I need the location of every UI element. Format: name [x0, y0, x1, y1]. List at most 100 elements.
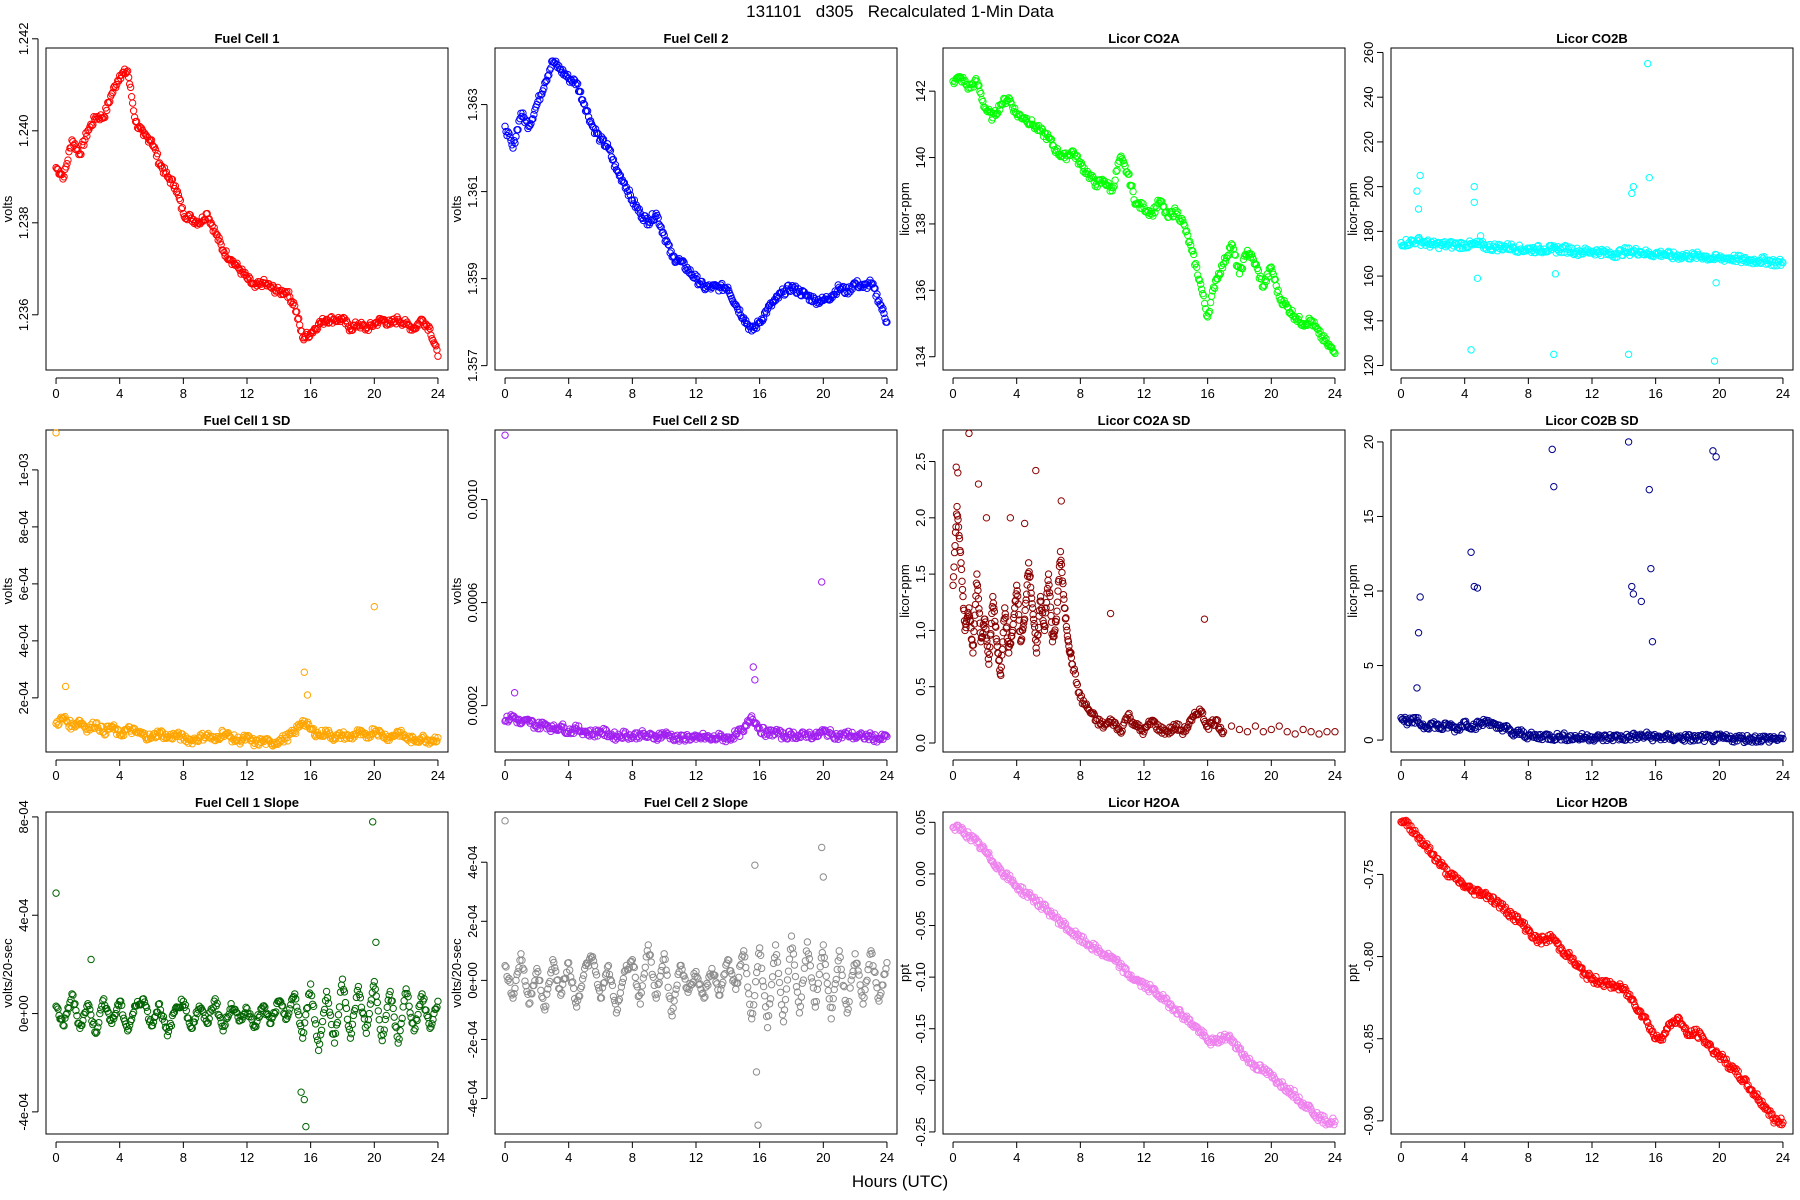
- data-point: [1063, 626, 1071, 634]
- data-point: [1076, 160, 1085, 168]
- data-point: [129, 107, 138, 115]
- data-point: [505, 129, 513, 138]
- data-point: [215, 234, 223, 242]
- data-point: [725, 956, 733, 965]
- y-tick-label: 20: [1361, 435, 1376, 449]
- data-point: [309, 1002, 318, 1010]
- data-point: [1314, 325, 1322, 333]
- data-point: [1227, 722, 1236, 730]
- data-point: [1057, 921, 1066, 929]
- data-point: [557, 722, 565, 730]
- data-point: [544, 985, 552, 993]
- data-point: [1469, 885, 1478, 893]
- data-point: [779, 1018, 788, 1026]
- data-point: [205, 215, 213, 223]
- data-point: [1125, 170, 1133, 178]
- data-point: [88, 121, 96, 130]
- data-point: [711, 971, 719, 979]
- data-point: [1032, 649, 1041, 657]
- data-point: [111, 725, 119, 734]
- data-point: [300, 1095, 308, 1104]
- x-tick-label: 4: [1013, 1150, 1020, 1165]
- data-point: [519, 964, 527, 972]
- data-point: [344, 1022, 353, 1030]
- data-point: [80, 1010, 88, 1019]
- x-tick-label: 0: [1397, 1150, 1404, 1165]
- data-point: [593, 129, 602, 137]
- data-point: [861, 986, 869, 994]
- data-point: [742, 316, 750, 325]
- data-point: [629, 962, 638, 971]
- data-point: [509, 144, 517, 152]
- data-point: [301, 333, 310, 341]
- data-point: [1192, 259, 1200, 268]
- data-point: [87, 955, 95, 964]
- data-point: [369, 818, 377, 826]
- data-point: [88, 1017, 96, 1025]
- data-point: [668, 1012, 676, 1020]
- data-point: [130, 113, 139, 122]
- data-point: [267, 283, 275, 291]
- data-point: [1331, 728, 1339, 736]
- data-point: [1075, 688, 1084, 697]
- data-point: [666, 994, 674, 1003]
- data-point: [222, 247, 230, 255]
- x-tick-label: 4: [565, 1150, 572, 1165]
- data-point: [836, 953, 844, 962]
- data-point: [741, 953, 749, 961]
- data-point: [139, 995, 148, 1003]
- y-tick-label: 0.5: [913, 678, 928, 696]
- x-tick-label: 12: [689, 386, 703, 401]
- x-tick-label: 16: [1648, 1150, 1662, 1165]
- data-point: [971, 611, 979, 619]
- data-point: [976, 88, 984, 96]
- data-point: [1044, 576, 1052, 585]
- data-point: [1163, 995, 1171, 1003]
- data-point: [232, 1008, 240, 1016]
- data-point: [974, 595, 983, 603]
- data-point: [1181, 723, 1189, 731]
- data-point: [1761, 732, 1769, 741]
- data-point: [398, 1014, 406, 1023]
- data-point: [1199, 291, 1208, 300]
- data-point: [1697, 1031, 1706, 1039]
- data-point: [279, 1002, 287, 1010]
- data-point: [1705, 1040, 1714, 1048]
- data-point: [1647, 564, 1655, 573]
- plot-frame: [45, 429, 449, 753]
- data-point: [855, 971, 863, 979]
- data-point: [277, 998, 285, 1006]
- data-point: [763, 1023, 772, 1032]
- data-point: [999, 638, 1007, 646]
- data-point: [1052, 615, 1061, 623]
- data-point: [1057, 497, 1065, 505]
- data-point: [841, 996, 849, 1005]
- data-point: [93, 1028, 101, 1036]
- data-point: [533, 964, 541, 973]
- panel-title: Licor CO2A: [1108, 31, 1180, 46]
- data-point: [383, 1003, 391, 1012]
- data-point: [1211, 276, 1220, 285]
- data-point: [1209, 283, 1218, 291]
- data-point: [252, 1022, 260, 1031]
- data-point: [1073, 680, 1082, 689]
- data-point: [957, 559, 965, 567]
- data-point: [1267, 263, 1276, 271]
- data-point: [630, 196, 639, 204]
- data-point: [1053, 607, 1061, 615]
- data-point: [988, 602, 997, 611]
- data-point: [1046, 592, 1054, 600]
- data-point: [839, 981, 847, 990]
- data-point: [795, 1009, 804, 1017]
- data-point: [825, 995, 833, 1003]
- x-tick-label: 24: [1776, 1150, 1790, 1165]
- data-point: [785, 955, 794, 963]
- plot-frame: [494, 47, 898, 371]
- data-point: [819, 941, 827, 949]
- x-tick-label: 12: [1585, 386, 1599, 401]
- data-point: [614, 997, 623, 1005]
- data-point: [313, 1036, 322, 1044]
- data-point: [703, 979, 711, 988]
